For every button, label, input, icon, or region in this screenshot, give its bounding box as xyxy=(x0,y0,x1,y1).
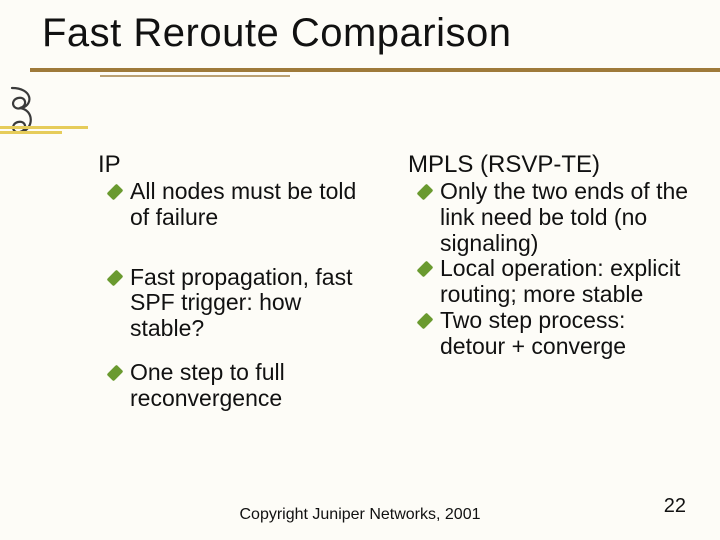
page-number: 22 xyxy=(664,495,686,518)
title-underline-secondary xyxy=(100,75,290,77)
right-column: MPLS (RSVP-TE) Only the two ends of the … xyxy=(408,152,690,429)
slide-title: Fast Reroute Comparison xyxy=(42,12,700,54)
content-columns: IP All nodes must be told of failure Fas… xyxy=(98,152,690,429)
spiral-icon xyxy=(4,86,38,147)
left-bullet-list: All nodes must be told of failure Fast p… xyxy=(98,179,380,411)
right-bullet-list: Only the two ends of the link need be to… xyxy=(408,179,690,359)
title-underline xyxy=(30,68,720,72)
accent-line-1 xyxy=(0,126,88,129)
copyright-footer: Copyright Juniper Networks, 2001 xyxy=(0,507,720,524)
accent-line-2 xyxy=(0,131,62,134)
right-column-heading: MPLS (RSVP-TE) xyxy=(408,152,690,177)
list-item: Only the two ends of the link need be to… xyxy=(418,179,690,256)
title-wrap: Fast Reroute Comparison xyxy=(42,12,700,54)
list-item: One step to full reconvergence xyxy=(108,360,380,412)
list-item: Local operation: explicit routing; more … xyxy=(418,256,690,308)
copyright-text: Copyright Juniper Networks, 2001 xyxy=(239,507,480,524)
list-item: All nodes must be told of failure xyxy=(108,179,380,231)
left-column: IP All nodes must be told of failure Fas… xyxy=(98,152,380,429)
slide: Fast Reroute Comparison IP All nodes mus… xyxy=(0,0,720,540)
left-column-heading: IP xyxy=(98,152,380,177)
list-item: Fast propagation, fast SPF trigger: how … xyxy=(108,265,380,342)
list-item: Two step process: detour + converge xyxy=(418,308,690,360)
